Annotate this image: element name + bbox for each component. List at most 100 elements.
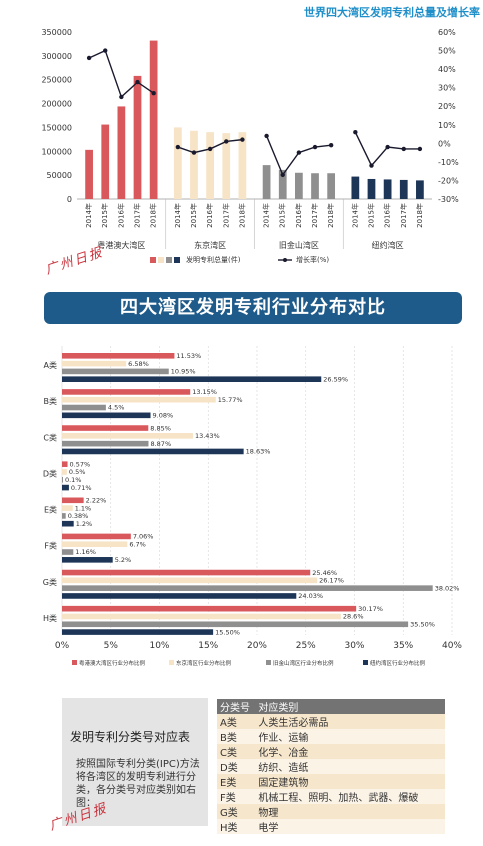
x-tick-label: 15% — [198, 641, 218, 651]
y-category-label: F类 — [44, 541, 57, 551]
bar — [278, 169, 287, 199]
x-tick-label: 35% — [393, 641, 413, 651]
ipc-code: B类 — [217, 729, 256, 744]
ipc-category: 机械工程、照明、加热、武器、爆破 — [255, 789, 445, 804]
data-label: 1.2% — [76, 520, 93, 528]
bar — [62, 404, 106, 411]
bar — [62, 629, 214, 635]
bar — [62, 353, 175, 359]
growth-point — [175, 144, 181, 150]
growth-point — [264, 133, 269, 139]
bar — [62, 497, 84, 504]
ipc-header-category: 对应类别 — [255, 699, 445, 714]
ipc-category: 物理 — [255, 804, 445, 819]
y-left-tick-label: 100000 — [41, 147, 72, 156]
x-tick-label: 20% — [247, 641, 267, 651]
bar — [262, 165, 271, 199]
y-right-tick-label: 0% — [438, 139, 451, 148]
data-label: 11.53% — [176, 352, 201, 360]
bar — [383, 179, 392, 199]
y-category-label: G类 — [43, 577, 57, 587]
bar — [62, 476, 63, 483]
bar — [62, 593, 297, 599]
bar — [62, 368, 169, 375]
group-label: 粤港澳大湾区 — [97, 240, 145, 250]
ipc-table: 分类号 对应类别 A类 人类生活必需品 B类 作业、运输 C类 化学、冶金 D类 纺织、… — [217, 699, 445, 834]
x-tick-label: 2014年 — [350, 203, 359, 228]
table-row: C类 化学、冶金 — [217, 744, 445, 759]
bar — [311, 173, 319, 199]
legend-label: 增长率(%) — [296, 255, 329, 264]
data-label: 4.5% — [108, 404, 125, 412]
data-label: 13.43% — [195, 432, 220, 440]
data-label: 18.63% — [246, 448, 271, 456]
bar — [62, 505, 73, 511]
growth-point — [224, 139, 229, 144]
bar — [190, 130, 198, 199]
y-right-tick-label: 30% — [438, 84, 456, 93]
bar — [206, 132, 214, 199]
bar — [62, 621, 409, 628]
x-tick-label: 0% — [55, 641, 70, 651]
data-label: 38.02% — [435, 584, 460, 592]
data-label: 0.1% — [65, 476, 82, 484]
ipc-code: C类 — [217, 744, 256, 759]
ipc-header-code: 分类号 — [217, 699, 256, 714]
legend-swatch — [158, 257, 164, 263]
legend-line-point — [283, 258, 287, 262]
data-label: 10.95% — [171, 368, 196, 376]
y-category-label: D类 — [43, 468, 57, 478]
ipc-table-header: 分类号 对应类别 — [217, 699, 445, 714]
ipc-category: 纺织、造纸 — [255, 759, 445, 774]
x-tick-label: 2017年 — [133, 203, 142, 228]
bar — [117, 106, 126, 199]
growth-point — [191, 150, 197, 155]
bar — [62, 440, 149, 447]
data-label: 25.46% — [312, 569, 337, 577]
bar — [238, 132, 247, 199]
bar — [222, 133, 231, 199]
bar — [62, 613, 341, 620]
data-label: 15.77% — [218, 396, 243, 404]
data-label: 7.06% — [133, 533, 154, 541]
ipc-code: E类 — [217, 774, 256, 789]
x-tick-label: 2014年 — [262, 203, 271, 228]
growth-point — [103, 48, 108, 53]
bar — [295, 172, 303, 199]
table-row: H类 电学 — [217, 819, 445, 834]
x-tick-label: 2017年 — [310, 203, 319, 228]
x-tick-label: 2015年 — [366, 203, 375, 228]
x-tick-label: 30% — [344, 641, 364, 651]
legend-label: 粤港澳大湾区行业分布比例 — [79, 659, 146, 667]
x-tick-label: 2015年 — [189, 203, 198, 228]
group-label: 东京湾区 — [194, 240, 226, 250]
ipc-info-box — [62, 698, 208, 826]
growth-point — [312, 144, 318, 150]
bar — [62, 461, 68, 467]
legend-label: 东京湾区行业分布比例 — [176, 659, 232, 667]
x-tick-label: 2016年 — [383, 203, 392, 228]
table-row: B类 作业、运输 — [217, 729, 445, 744]
x-tick-label: 2015年 — [100, 203, 109, 228]
data-label: 26.59% — [323, 375, 348, 383]
data-label: 5.2% — [115, 556, 132, 564]
data-label: 0.71% — [71, 484, 92, 492]
x-tick-label: 2016年 — [205, 203, 214, 228]
bar — [133, 75, 142, 199]
data-label: 28.6% — [343, 613, 364, 621]
x-tick-label: 25% — [296, 641, 316, 651]
section-banner: 四大湾区发明专利行业分布对比 — [44, 292, 462, 324]
y-right-tick-label: 60% — [438, 28, 456, 37]
growth-point — [280, 172, 285, 178]
data-label: 1.16% — [75, 548, 96, 556]
y-left-tick-label: 50000 — [47, 171, 72, 180]
data-label: 9.08% — [153, 412, 174, 420]
data-label: 0.57% — [70, 460, 91, 468]
ipc-title: 发明专利分类号对应表 — [70, 730, 191, 744]
growth-point — [369, 163, 374, 168]
data-label: 8.87% — [150, 440, 171, 448]
bar — [62, 448, 244, 455]
data-label: 8.85% — [150, 424, 171, 432]
x-tick-label: 2014年 — [84, 203, 93, 228]
x-tick-label: 2018年 — [149, 203, 158, 228]
